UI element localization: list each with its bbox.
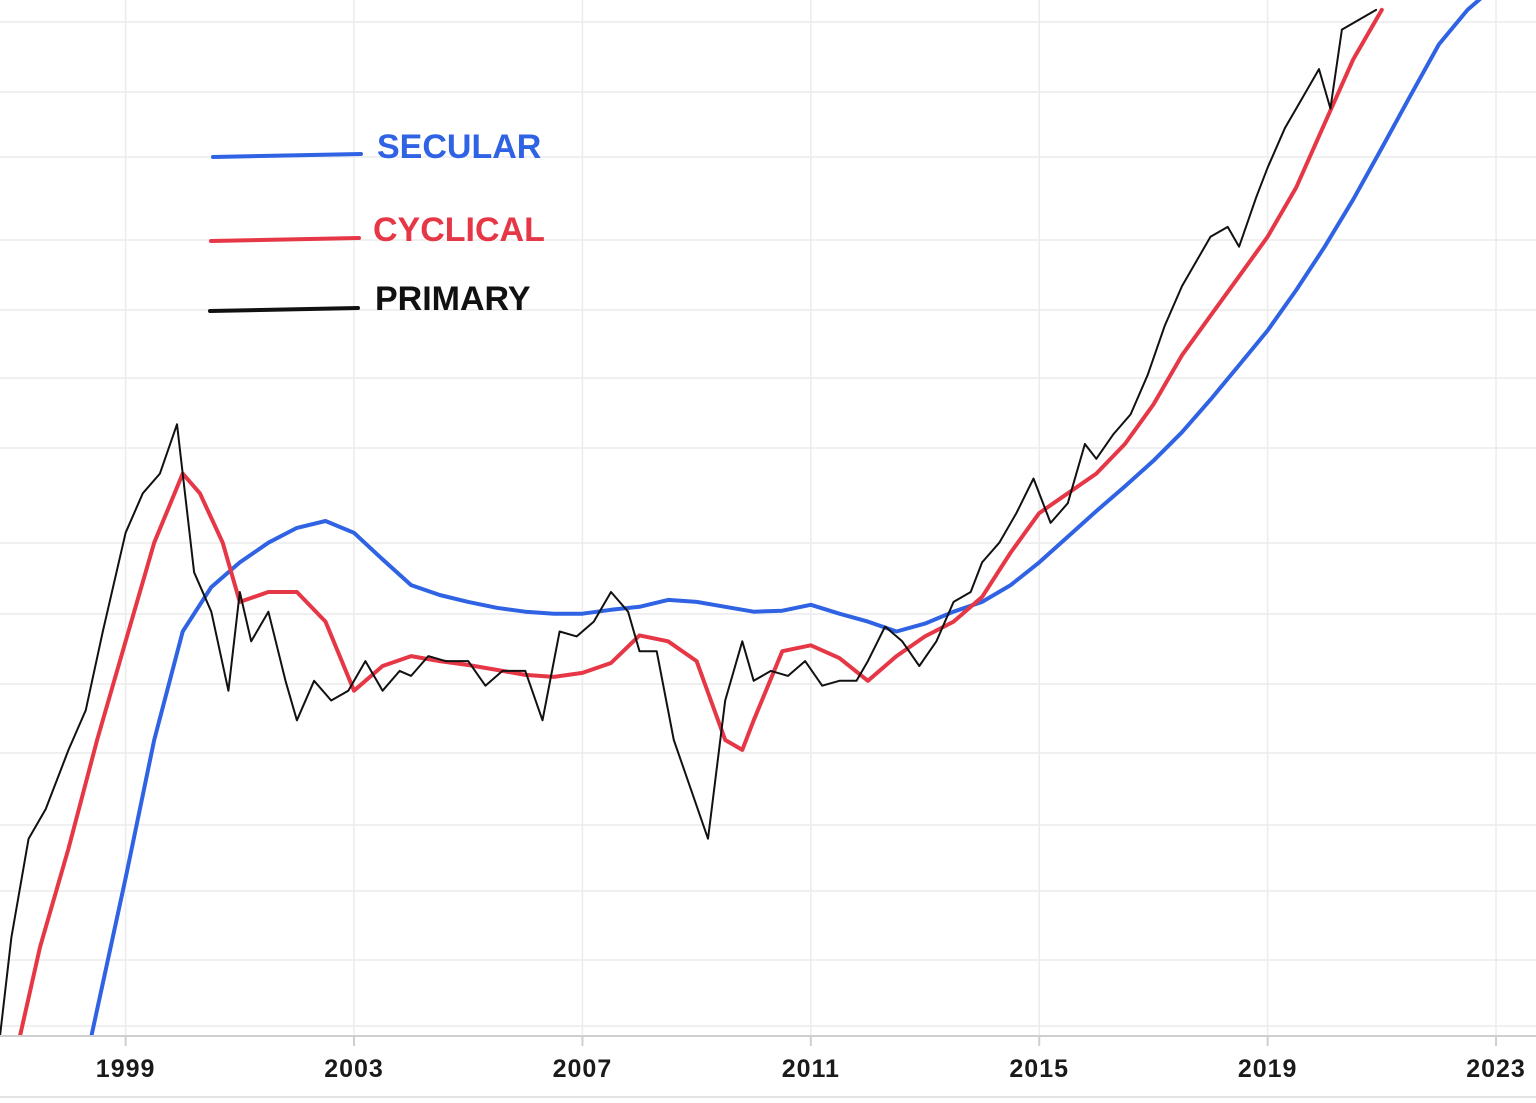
legend-label-cyclical: CYCLICAL <box>373 211 545 249</box>
legend-swatch-cyclical <box>209 236 361 243</box>
series-line-secular <box>89 0 1482 1036</box>
x-axis: 1999 2003 2007 2011 2015 2019 2023 <box>96 1036 1526 1083</box>
x-tick-label-2003: 2003 <box>324 1055 384 1083</box>
x-tick-label-2015: 2015 <box>1009 1055 1069 1083</box>
series-line-cyclical <box>18 7 1384 1036</box>
x-tick-label-2007: 2007 <box>553 1055 613 1083</box>
legend-label-primary: PRIMARY <box>375 280 531 318</box>
x-tick-label-1999: 1999 <box>96 1055 156 1083</box>
x-tick-label-2023: 2023 <box>1466 1055 1526 1083</box>
x-tick-label-2011: 2011 <box>782 1055 840 1083</box>
series-layer <box>0 0 1482 1036</box>
x-tick-label-2019: 2019 <box>1238 1055 1298 1083</box>
legend: SECULAR CYCLICAL PRIMARY <box>208 128 545 318</box>
legend-swatch-primary <box>208 306 360 313</box>
legend-swatch-secular <box>211 152 363 159</box>
grid <box>0 0 1536 1036</box>
legend-label-secular: SECULAR <box>377 128 541 166</box>
series-line-primary <box>0 8 1378 1036</box>
